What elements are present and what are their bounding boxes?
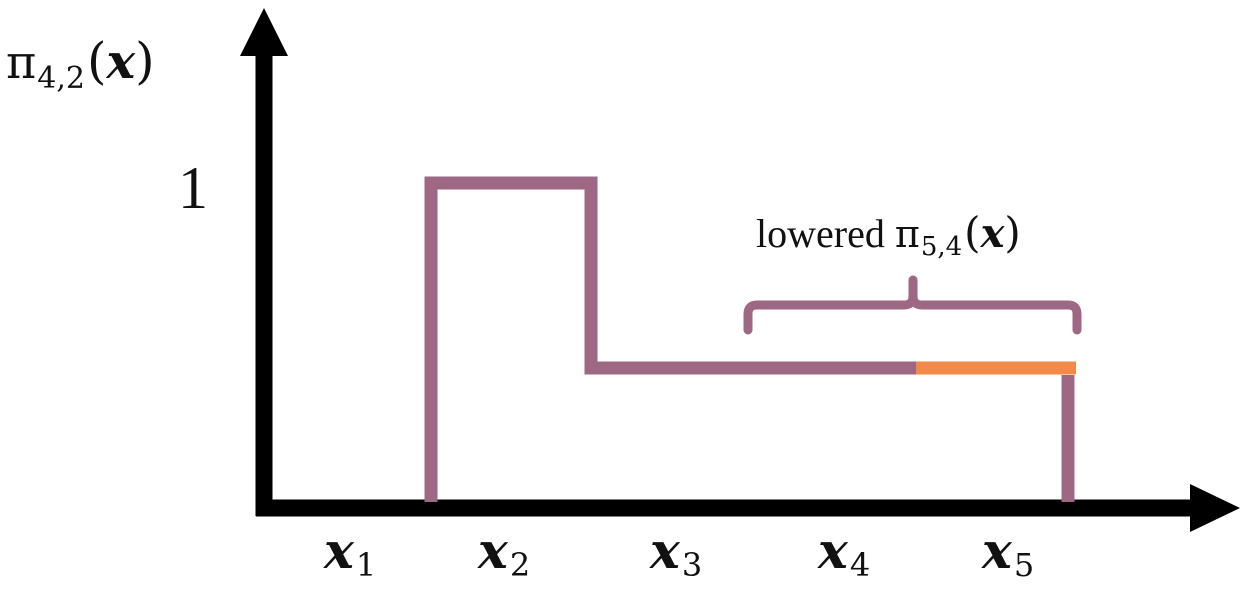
axes bbox=[240, 8, 1240, 532]
x-axis-arrowhead bbox=[1190, 484, 1240, 532]
x-label-4-sub: 4 bbox=[850, 546, 870, 584]
y-axis-label-subscript: 4,2 bbox=[37, 61, 85, 96]
lowered-annotation: lowered π5,4(x) bbox=[756, 208, 1021, 262]
x-label-1: x1 bbox=[323, 521, 376, 584]
x-label-3: x3 bbox=[649, 521, 702, 584]
lowered-annotation-open-paren: ( bbox=[964, 208, 980, 257]
x-label-1-base: x bbox=[323, 521, 355, 580]
y-tick-label-one: 1 bbox=[178, 155, 208, 221]
x-label-5: x5 bbox=[981, 521, 1034, 584]
x-label-3-base: x bbox=[649, 521, 681, 580]
y-axis-label: π4,2(x) bbox=[6, 32, 155, 96]
y-axis-label-arg: x bbox=[105, 34, 136, 90]
lowered-annotation-symbol: π bbox=[895, 212, 920, 256]
step-function-curve bbox=[424, 176, 916, 502]
x-label-2-sub: 2 bbox=[510, 546, 530, 584]
x-label-5-sub: 5 bbox=[1014, 546, 1034, 584]
x-label-1-sub: 1 bbox=[356, 546, 376, 584]
x-label-4: x4 bbox=[817, 521, 870, 584]
x-label-3-sub: 3 bbox=[682, 546, 702, 584]
x-label-4-base: x bbox=[817, 521, 849, 580]
x-label-2-base: x bbox=[477, 521, 509, 580]
x-label-2: x2 bbox=[477, 521, 530, 584]
x-label-5-base: x bbox=[981, 521, 1013, 580]
y-axis-arrowhead bbox=[240, 8, 288, 56]
y-axis-label-close-paren: ) bbox=[135, 32, 155, 90]
y-axis-label-symbol: π bbox=[6, 35, 36, 89]
curly-brace bbox=[743, 275, 1082, 335]
y-axis-label-open-paren: ( bbox=[87, 32, 107, 90]
lowered-annotation-close-paren: ) bbox=[1004, 208, 1020, 257]
x-axis-labels: x1 x2 x3 x4 x5 bbox=[323, 521, 1034, 584]
lowered-annotation-subscript: 5,4 bbox=[921, 232, 962, 262]
lowered-annotation-word: lowered bbox=[756, 211, 885, 256]
lowered-annotation-arg: x bbox=[980, 210, 1006, 257]
